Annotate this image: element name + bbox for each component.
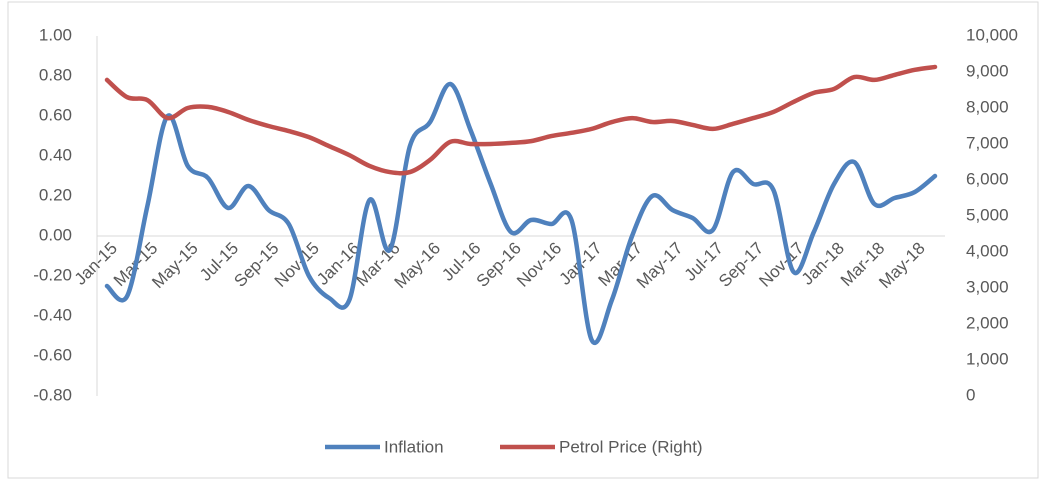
y-tick-label: -0.20 bbox=[33, 265, 72, 284]
y2-tick-label: 4,000 bbox=[966, 241, 1009, 260]
y2-tick-label: 7,000 bbox=[966, 133, 1009, 152]
series-line bbox=[104, 81, 938, 345]
y2-tick-label: 8,000 bbox=[966, 97, 1009, 116]
series-line bbox=[104, 64, 938, 176]
y2-tick-label: 3,000 bbox=[966, 277, 1009, 296]
y-tick-label: 0.60 bbox=[39, 105, 72, 124]
y-tick-label: 0.00 bbox=[39, 225, 72, 244]
y2-tick-label: 9,000 bbox=[966, 61, 1009, 80]
y-tick-label: 0.40 bbox=[39, 145, 72, 164]
chart-border bbox=[7, 1, 1039, 479]
legend-label: Inflation bbox=[384, 437, 444, 456]
y-tick-label: -0.80 bbox=[33, 385, 72, 404]
y2-tick-label: 10,000 bbox=[966, 25, 1018, 44]
legend-label: Petrol Price (Right) bbox=[559, 437, 703, 456]
y2-tick-label: 6,000 bbox=[966, 169, 1009, 188]
y2-tick-label: 2,000 bbox=[966, 313, 1009, 332]
y-tick-label: -0.60 bbox=[33, 345, 72, 364]
y-tick-label: -0.40 bbox=[33, 305, 72, 324]
y2-tick-label: 5,000 bbox=[966, 205, 1009, 224]
y-tick-label: 0.80 bbox=[39, 65, 72, 84]
y-tick-label: 0.20 bbox=[39, 185, 72, 204]
y-tick-label: 1.00 bbox=[39, 25, 72, 44]
y2-tick-label: 0 bbox=[966, 385, 975, 404]
y2-tick-label: 1,000 bbox=[966, 349, 1009, 368]
